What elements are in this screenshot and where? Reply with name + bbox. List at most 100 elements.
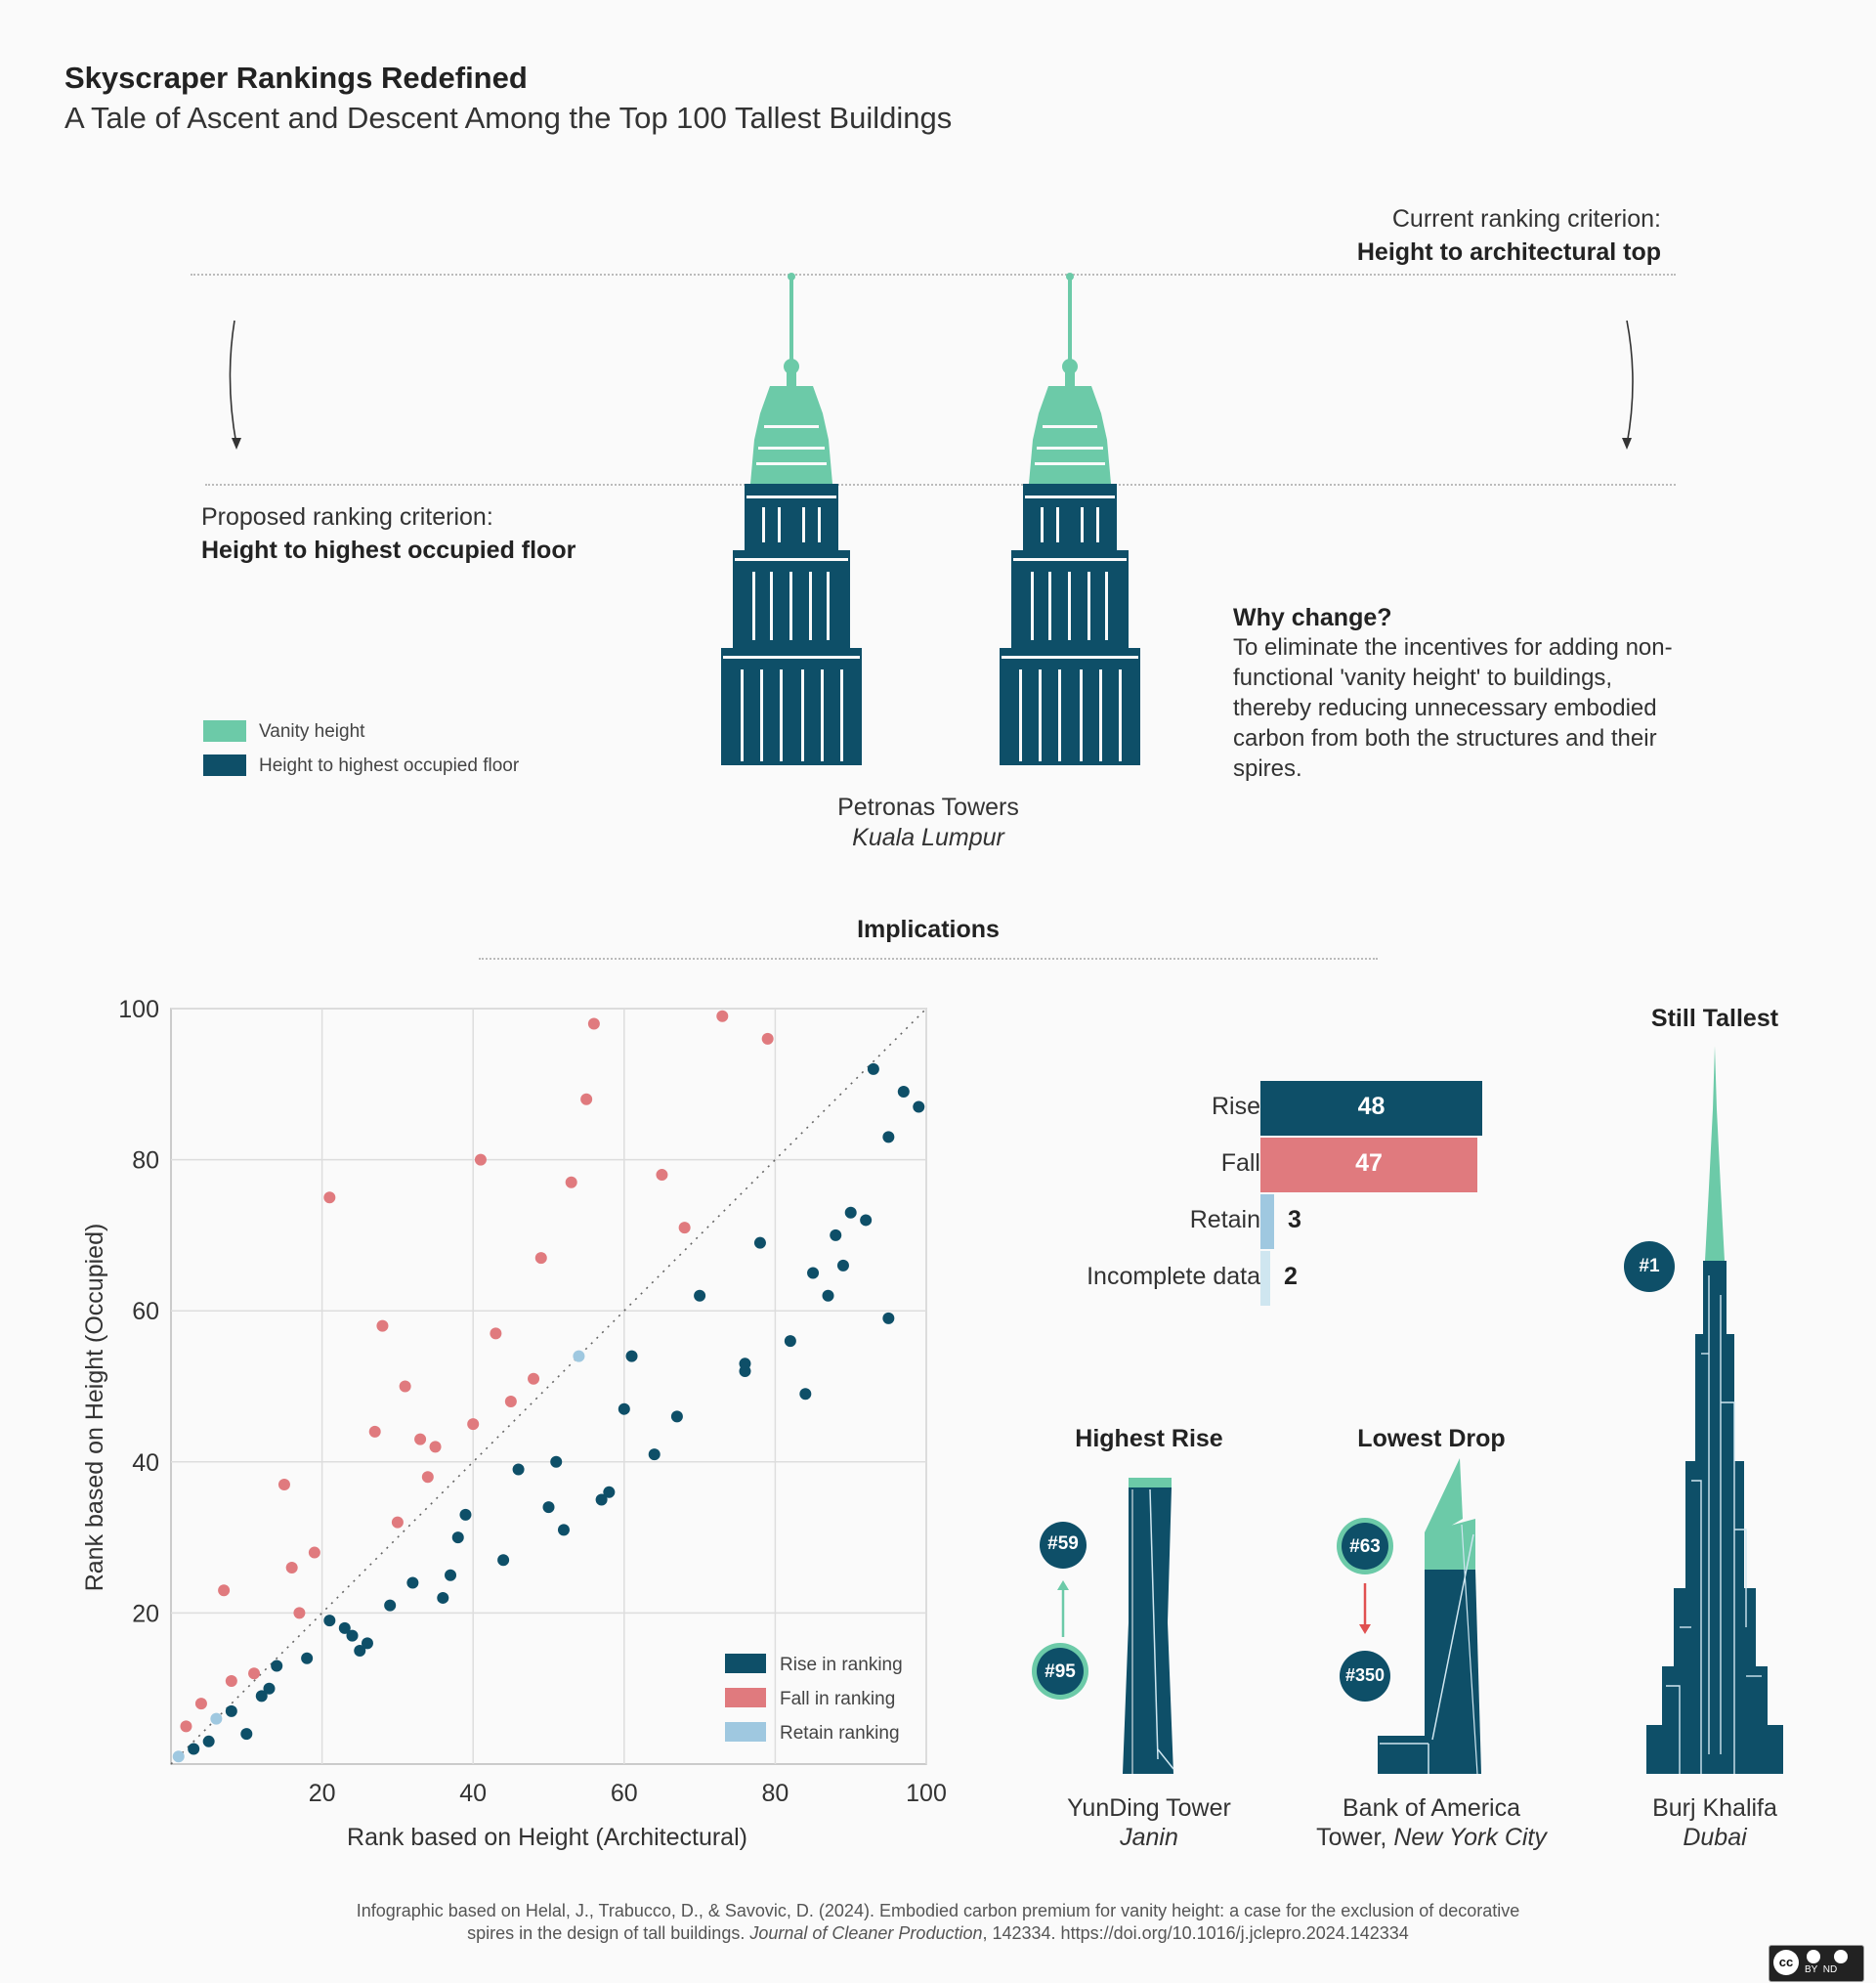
point-rise-in-ranking — [323, 1615, 336, 1627]
point-rise-in-ranking — [799, 1388, 812, 1401]
why-change-body: To eliminate the incentives for adding n… — [1233, 634, 1673, 782]
citation-line1: Infographic based on Helal, J., Trabucco… — [356, 1901, 1520, 1920]
point-fall-in-ranking — [467, 1418, 480, 1431]
point-rise-in-ranking — [202, 1735, 215, 1747]
scatter-points — [172, 1010, 925, 1763]
burj-rank-badge — [1624, 1241, 1675, 1292]
point-rise-in-ranking — [497, 1554, 510, 1567]
occupied-floor-line — [205, 484, 1676, 486]
point-rise-in-ranking — [451, 1531, 464, 1544]
point-rise-in-ranking — [263, 1682, 276, 1695]
proposed-criterion-label: Proposed ranking criterion: — [201, 503, 493, 531]
point-rise-in-ranking — [459, 1508, 472, 1521]
point-rise-in-ranking — [807, 1267, 820, 1279]
burj-city: Dubai — [1683, 1824, 1747, 1851]
point-rise-in-ranking — [625, 1350, 638, 1362]
bank-of-america-illustration — [1378, 1458, 1481, 1775]
point-fall-in-ranking — [194, 1698, 207, 1710]
down-arrow-left-icon — [229, 320, 241, 450]
point-rise-in-ranking — [225, 1704, 237, 1717]
citation-journal: Journal of Cleaner Production — [749, 1923, 983, 1943]
yunding-name: YunDing Tower — [1067, 1794, 1231, 1822]
point-fall-in-ranking — [716, 1010, 729, 1022]
point-rise-in-ranking — [836, 1259, 849, 1272]
point-fall-in-ranking — [656, 1169, 668, 1182]
scatter-ticks: 20 40 60 80 100 20 40 60 80 100 — [118, 996, 947, 1807]
point-fall-in-ranking — [399, 1380, 411, 1393]
petronas-towers-illustration — [721, 273, 1140, 765]
point-fall-in-ranking — [376, 1319, 389, 1332]
rise-arrow — [1040, 1522, 1087, 1637]
point-rise-in-ranking — [830, 1229, 842, 1241]
cc-license-badge: cc BY ND — [1769, 1945, 1864, 1982]
y-tick-label: 100 — [118, 996, 159, 1023]
yunding-tower-illustration — [1123, 1478, 1174, 1774]
point-rise-in-ranking — [354, 1645, 366, 1658]
point-fall-in-ranking — [308, 1546, 320, 1559]
point-rise-in-ranking — [648, 1448, 661, 1461]
x-tick-label: 20 — [309, 1780, 336, 1807]
point-rise-in-ranking — [618, 1402, 630, 1415]
drop-badge-from-label: #63 — [1349, 1536, 1381, 1557]
bar-label-incomplete: Incomplete data — [1087, 1263, 1260, 1290]
point-fall-in-ranking — [323, 1191, 336, 1204]
boa-name-line2-text: Tower, — [1316, 1824, 1387, 1851]
point-fall-in-ranking — [490, 1327, 502, 1340]
point-rise-in-ranking — [557, 1524, 570, 1536]
point-fall-in-ranking — [528, 1372, 540, 1385]
point-rise-in-ranking — [867, 1062, 879, 1075]
bar-rise — [1260, 1081, 1482, 1136]
point-fall-in-ranking — [218, 1584, 231, 1597]
point-rise-in-ranking — [271, 1660, 283, 1672]
point-fall-in-ranking — [285, 1562, 298, 1574]
x-axis-label: Rank based on Height (Architectural) — [347, 1824, 747, 1851]
point-fall-in-ranking — [474, 1153, 487, 1166]
point-retain-ranking — [172, 1750, 185, 1763]
rank-badge-from — [1037, 1648, 1084, 1695]
point-rise-in-ranking — [255, 1690, 268, 1703]
y-tick-label: 20 — [132, 1600, 159, 1627]
point-rise-in-ranking — [346, 1629, 359, 1642]
legend-retain-swatch — [725, 1722, 766, 1742]
x-tick-label: 40 — [459, 1780, 487, 1807]
page-title: Skyscraper Rankings Redefined — [64, 61, 528, 95]
point-retain-ranking — [210, 1712, 223, 1725]
rank-badge-to-label: #59 — [1047, 1533, 1079, 1554]
point-rise-in-ranking — [913, 1100, 925, 1113]
rank-scatter-chart: 20 40 60 80 100 20 40 60 80 100 Rank based on Hei… — [81, 996, 947, 1851]
petronas-name: Petronas Towers — [837, 794, 1019, 821]
citation-line2: spires in the design of tall buildings. … — [156, 1922, 1720, 1945]
proposed-criterion-value: Height to highest occupied floor — [201, 537, 576, 564]
point-rise-in-ranking — [437, 1591, 449, 1604]
drop-badge-to — [1340, 1651, 1390, 1702]
bar-value-fall: 47 — [1355, 1149, 1383, 1177]
legend-rise-label: Rise in ranking — [780, 1655, 903, 1675]
point-fall-in-ranking — [368, 1425, 381, 1438]
bar-incomplete — [1260, 1251, 1270, 1306]
y-tick-label: 60 — [132, 1298, 159, 1325]
boa-city: New York City — [1393, 1824, 1547, 1851]
point-rise-in-ranking — [595, 1493, 608, 1506]
point-fall-in-ranking — [225, 1674, 237, 1687]
legend-occupied-label: Height to highest occupied floor — [259, 755, 520, 776]
point-rise-in-ranking — [822, 1289, 834, 1302]
architectural-top-line — [191, 274, 1676, 276]
legend-occupied-swatch — [203, 754, 246, 776]
point-fall-in-ranking — [587, 1017, 600, 1030]
point-fall-in-ranking — [277, 1478, 290, 1490]
point-rise-in-ranking — [550, 1455, 563, 1468]
source-citation: Infographic based on Helal, J., Trabucco… — [156, 1900, 1720, 1945]
implications-heading: Implications — [857, 916, 1000, 943]
bar-retain — [1260, 1194, 1274, 1249]
point-fall-in-ranking — [414, 1433, 427, 1445]
point-rise-in-ranking — [384, 1599, 397, 1612]
y-axis-label: Rank based on Height (Occupied) — [81, 1224, 108, 1592]
point-fall-in-ranking — [248, 1667, 261, 1680]
bar-value-retain: 3 — [1288, 1206, 1301, 1233]
summary-bars: Rise 48 Fall 47 Retain 3 Incomplete data… — [1006, 1075, 1554, 1319]
legend-retain-label: Retain ranking — [780, 1723, 900, 1744]
nd-icon — [1834, 1950, 1848, 1963]
point-rise-in-ranking — [445, 1569, 457, 1581]
point-rise-in-ranking — [897, 1086, 910, 1099]
point-retain-ranking — [573, 1350, 585, 1362]
